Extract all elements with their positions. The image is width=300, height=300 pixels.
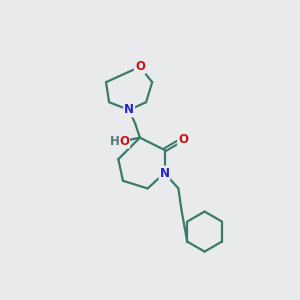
Text: O: O (135, 60, 145, 73)
Text: N: N (124, 103, 134, 116)
Text: O: O (119, 135, 130, 148)
Text: O: O (178, 133, 188, 146)
Text: N: N (160, 167, 170, 180)
Text: H: H (110, 135, 120, 148)
